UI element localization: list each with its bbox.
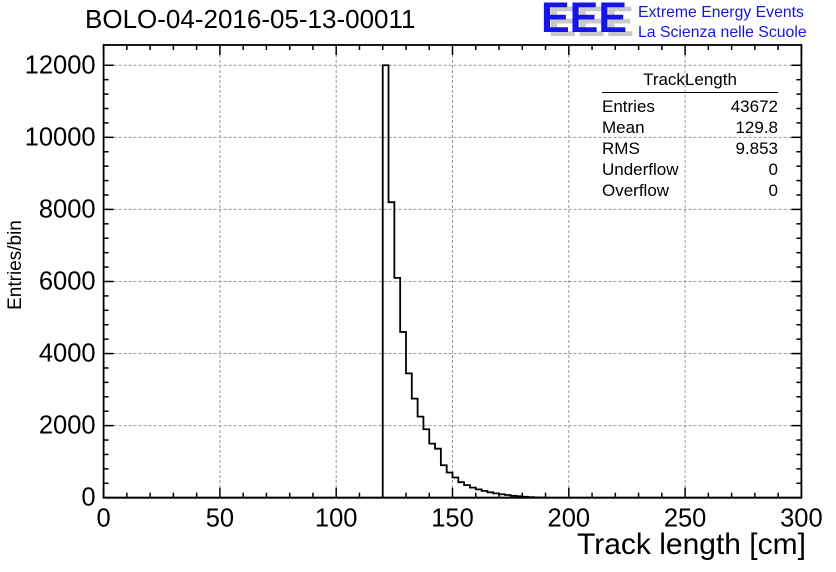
svg-text:4000: 4000: [39, 340, 96, 368]
svg-text:150: 150: [431, 505, 474, 533]
svg-text:EEE: EEE: [541, 0, 627, 42]
svg-text:2000: 2000: [39, 412, 96, 440]
svg-text:50: 50: [206, 505, 234, 533]
svg-text:100: 100: [315, 505, 358, 533]
svg-text:12000: 12000: [25, 51, 96, 79]
svg-text:8000: 8000: [39, 195, 96, 223]
svg-text:La Scienza nelle Scuole: La Scienza nelle Scuole: [638, 24, 807, 41]
svg-text:10000: 10000: [25, 123, 96, 151]
svg-text:0: 0: [81, 484, 95, 512]
svg-text:6000: 6000: [39, 267, 96, 295]
svg-text:Extreme Energy Events: Extreme Energy Events: [638, 4, 804, 21]
svg-text:0: 0: [97, 505, 111, 533]
